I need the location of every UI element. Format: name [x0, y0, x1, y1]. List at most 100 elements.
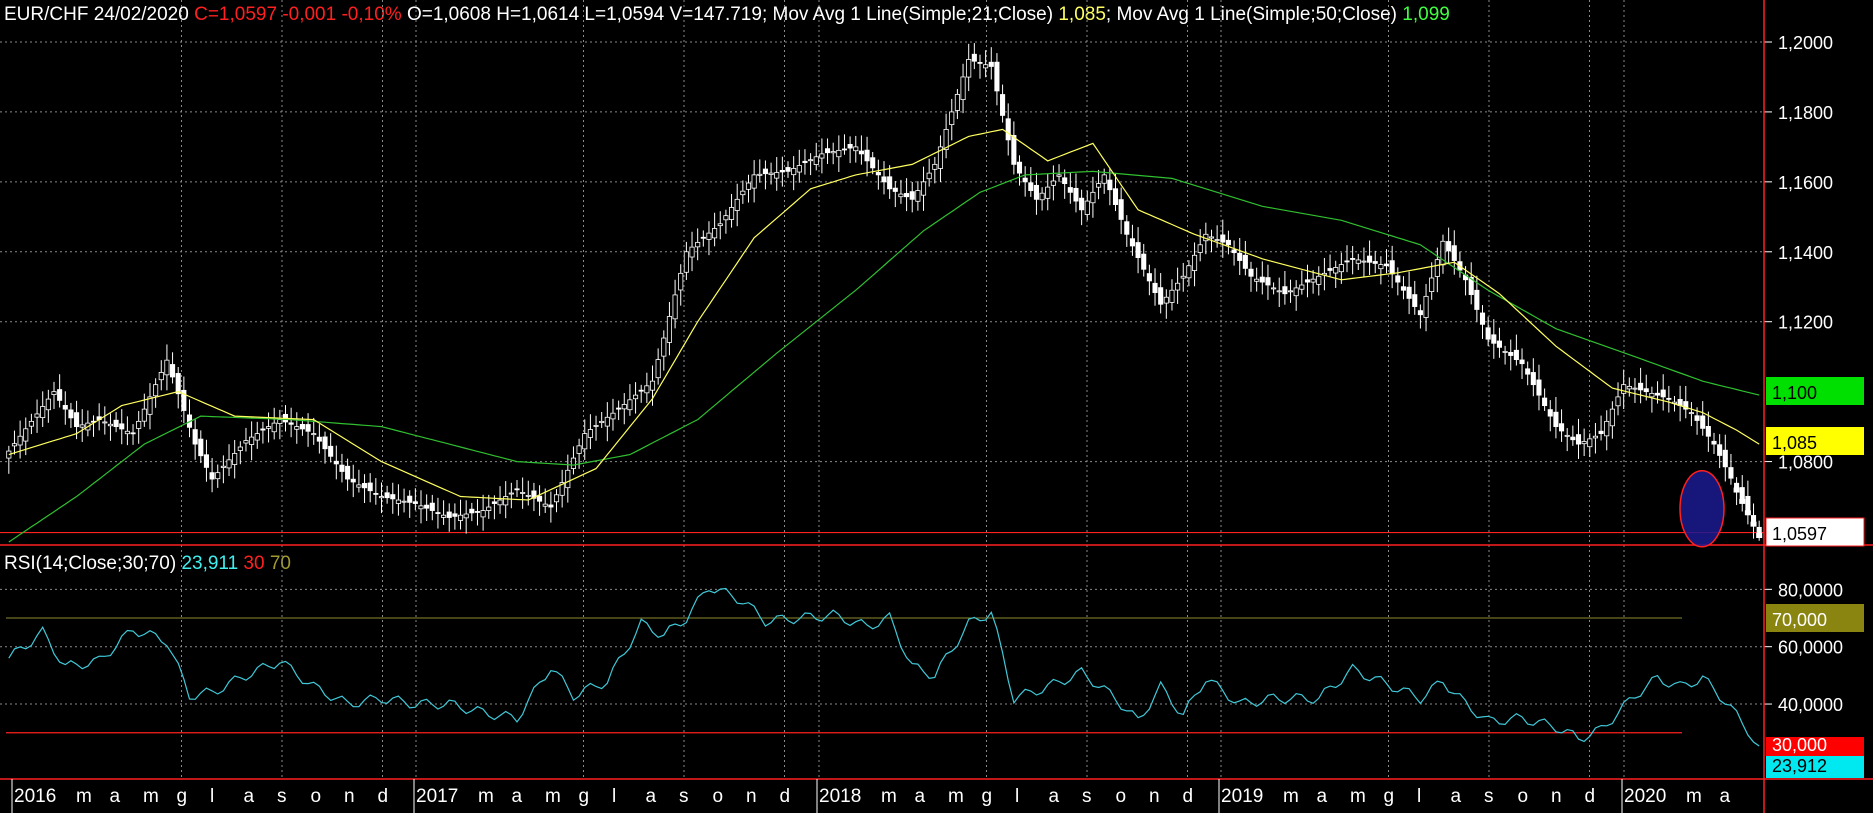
candle-body	[1688, 412, 1694, 415]
candle-body	[683, 251, 689, 273]
candle-body	[1530, 372, 1536, 386]
candle-body	[1722, 449, 1728, 468]
candle-body	[1406, 286, 1412, 299]
candle-body	[480, 510, 486, 518]
candle-body	[158, 372, 164, 381]
candle-body	[1609, 408, 1615, 427]
candle-body	[853, 146, 859, 152]
candle-body	[322, 436, 328, 450]
candle-body	[1146, 273, 1152, 282]
candle-body	[661, 337, 667, 357]
candle-body	[1615, 396, 1621, 407]
candle-body	[508, 492, 514, 495]
x-axis-month-label: m	[478, 786, 494, 807]
candle-body	[1417, 310, 1423, 316]
x-axis-month-label: m	[881, 786, 897, 807]
candle-body	[1423, 295, 1429, 318]
candle-body-highlighted	[1744, 510, 1751, 516]
candle-body	[841, 148, 848, 151]
candle-body	[412, 501, 418, 504]
candle-body	[1355, 259, 1361, 264]
candle-body	[1547, 409, 1553, 417]
candle-body-highlighted	[1750, 521, 1757, 527]
candle-body	[361, 483, 368, 489]
candle-body	[203, 454, 209, 468]
candle-body	[1468, 276, 1474, 296]
rsi-header: RSI(14;Close;30;70) 23,911 30 70	[4, 553, 291, 575]
candle-body	[1542, 397, 1548, 407]
candle-body	[531, 490, 537, 499]
candle-body	[520, 492, 526, 494]
x-axis-month-label: a	[1317, 786, 1328, 807]
x-axis-month-label: a	[646, 786, 657, 807]
candle-body	[441, 514, 447, 518]
rsi-tick-label: 40,0000	[1778, 695, 1843, 715]
candle-body	[1474, 289, 1480, 310]
rsi-value-badge-text: 23,912	[1772, 756, 1827, 776]
candle-body	[988, 61, 994, 67]
candle-body	[898, 193, 904, 198]
candle-body	[791, 168, 797, 176]
candle-body	[1197, 244, 1203, 253]
x-axis-year-label: 2016	[14, 786, 56, 807]
candle-body	[621, 404, 627, 410]
candle-body	[1694, 415, 1700, 421]
candle-body	[1378, 264, 1384, 270]
candle-body	[1084, 200, 1090, 215]
candle-body	[858, 150, 864, 155]
symbol-label: EUR/CHF 24/02/2020	[4, 4, 189, 25]
candle-body	[79, 424, 85, 428]
candle-body	[1045, 186, 1051, 199]
candle-body	[1039, 192, 1045, 201]
x-axis-month-label: m	[545, 786, 561, 807]
candle-body	[1496, 340, 1502, 348]
candle-body	[949, 111, 955, 125]
candle-body	[243, 440, 249, 444]
x-axis-year-label: 2017	[416, 786, 458, 807]
candle-body	[249, 436, 255, 445]
candle-body	[407, 495, 413, 503]
candle-body	[486, 506, 492, 512]
x-axis-month-label: d	[1183, 786, 1194, 807]
ma21-legend-label: ; Mov Avg 1 Line(Simple;21;Close)	[761, 4, 1054, 25]
candle-body	[1632, 387, 1638, 390]
candle-body	[1180, 275, 1186, 279]
price-chart-header: EUR/CHF 24/02/2020 C=1,0597 -0,001 -0,10…	[4, 4, 1450, 26]
candle-body	[1654, 392, 1661, 396]
candle-body	[1491, 334, 1497, 344]
candle-body	[847, 143, 853, 149]
candle-body	[356, 484, 362, 488]
candle-body	[1033, 184, 1039, 200]
x-axis-month-label: s	[679, 786, 689, 807]
x-axis-month-label: o	[1116, 786, 1127, 807]
candle-body	[1271, 287, 1277, 290]
x-axis-year-label: 2020	[1624, 786, 1666, 807]
candle-body	[1739, 487, 1745, 502]
candle-body	[1564, 434, 1570, 437]
candle-body	[68, 409, 74, 419]
candle-body	[1479, 312, 1486, 325]
candle-body	[1265, 277, 1271, 286]
candle-body	[1429, 277, 1435, 292]
candle-body	[971, 53, 977, 62]
candle-body	[130, 432, 136, 435]
candle-body	[1107, 179, 1113, 191]
candle-body	[966, 59, 972, 78]
candle-body	[45, 398, 51, 411]
candle-body	[1304, 279, 1311, 283]
candle-body	[994, 61, 1000, 92]
candle-body	[712, 228, 718, 239]
candle-body	[418, 505, 424, 510]
ma50-legend-value: 1,099	[1402, 4, 1450, 25]
candle-body	[655, 359, 661, 379]
candle-body	[1005, 118, 1011, 141]
candle-body	[1485, 327, 1491, 340]
ma21-badge: 1,085	[1766, 427, 1864, 455]
candle-body	[34, 413, 40, 418]
x-axis-month-label: a	[110, 786, 121, 807]
candle-body	[587, 429, 593, 438]
candle-body	[904, 193, 910, 198]
rsi-low-badge: 30,000	[1766, 735, 1864, 757]
candle-body	[1395, 275, 1401, 283]
